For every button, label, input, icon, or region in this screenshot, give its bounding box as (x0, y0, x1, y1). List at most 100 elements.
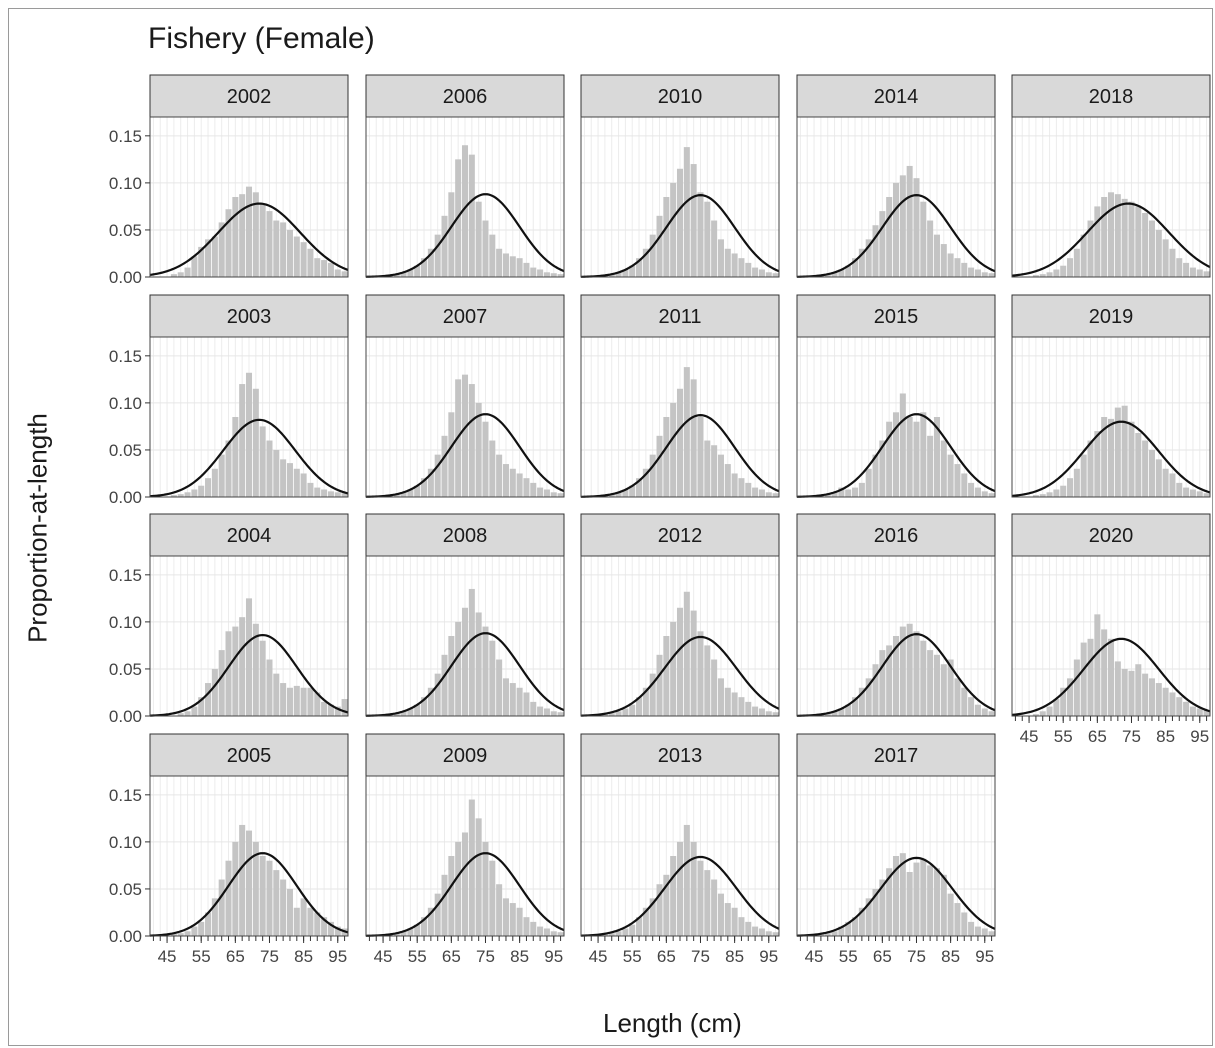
bar-2014-77 (920, 201, 927, 277)
bar-2008-61 (434, 673, 441, 716)
fit-curve-2020 (1011, 637, 1211, 716)
fit-curve-2007 (365, 413, 565, 498)
bar-2006-87 (523, 262, 530, 277)
bar-2006-53 (407, 269, 414, 277)
bar-2005-85 (300, 898, 307, 936)
bar-2011-69 (676, 388, 684, 497)
fit-curve-2003 (149, 418, 349, 498)
bar-2002-79 (280, 222, 287, 277)
bar-2016-63 (872, 664, 879, 716)
bar-2003-49 (177, 494, 184, 497)
facet-panel-2002: 2002 0.00 0.05 0.10 0.15 (109, 74, 349, 287)
bar-2004-95 (334, 706, 341, 716)
bar-2017-95 (981, 928, 988, 936)
bar-2014-79 (927, 220, 934, 277)
bar-2013-89 (745, 921, 752, 936)
bar-2002-61 (218, 222, 225, 277)
bar-2020-85 (1162, 687, 1169, 716)
bar-2009-79 (496, 884, 503, 936)
bar-2020-83 (1155, 683, 1162, 716)
fit-curve-2004 (149, 633, 349, 717)
bar-2012-57 (636, 697, 643, 716)
bar-2008-51 (400, 711, 407, 716)
bar-2009-57 (421, 917, 428, 936)
bar-2012-97 (772, 712, 779, 716)
bar-2010-91 (752, 267, 759, 277)
facet-strip-label: 2010 (658, 86, 703, 108)
bar-2018-85 (1162, 239, 1169, 277)
fit-curve-2016 (796, 633, 996, 717)
bar-2012-85 (731, 692, 738, 716)
bar-2016-65 (879, 650, 886, 716)
bar-2008-91 (537, 706, 544, 716)
bar-2015-89 (961, 473, 968, 497)
bar-2010-55 (629, 265, 636, 277)
bar-2002-65 (232, 197, 239, 277)
bar-2012-83 (724, 687, 731, 716)
chart-title: Fishery (Female) (148, 22, 375, 55)
bar-2005-83 (293, 907, 300, 936)
bar-2004-91 (321, 701, 328, 716)
bar-2016-59 (858, 687, 865, 716)
facet-strip (149, 513, 349, 557)
bar-2020-77 (1135, 664, 1142, 716)
bar-2008-95 (550, 711, 557, 716)
bar-2014-73 (906, 165, 913, 277)
bar-2020-95 (1196, 708, 1203, 716)
bar-2020-97 (1203, 710, 1210, 716)
bar-2020-69 (1107, 638, 1115, 716)
bar-2004-73 (259, 640, 266, 716)
panel-border (365, 116, 565, 278)
bar-2014-91 (968, 267, 975, 277)
bar-2012-67 (670, 621, 677, 716)
bar-2009-81 (502, 898, 509, 936)
facet-strip (796, 294, 996, 338)
bar-2020-71 (1114, 661, 1121, 716)
bar-2012-59 (642, 687, 649, 716)
bar-2007-63 (441, 435, 448, 497)
bar-2019-95 (1196, 491, 1203, 497)
facet-strip (796, 513, 996, 557)
bar-2005-49 (177, 933, 184, 936)
bar-2019-65 (1094, 431, 1101, 497)
bar-2010-71 (683, 147, 690, 277)
bar-2008-71 (468, 588, 475, 716)
bar-2018-47 (1032, 275, 1039, 277)
y-tick-label: 0.10 (109, 613, 142, 632)
bar-2009-73 (475, 818, 482, 936)
bar-2008-53 (407, 708, 414, 716)
x-tick-label: 85 (941, 947, 960, 966)
bar-2007-89 (530, 482, 537, 497)
facet-strip-label: 2015 (874, 306, 919, 328)
bar-2003-89 (314, 487, 321, 497)
facet-panel-2008: 2008 (365, 513, 565, 717)
bar-2007-55 (414, 485, 421, 497)
bar-2011-65 (663, 417, 670, 497)
bar-2011-77 (704, 440, 711, 497)
bar-2009-49 (393, 933, 400, 936)
bar-2010-73 (690, 164, 697, 277)
bar-2011-87 (738, 478, 745, 497)
bar-2018-57 (1067, 258, 1074, 277)
bar-2019-91 (1183, 487, 1190, 497)
facet-strip-label: 2003 (227, 306, 272, 328)
bar-2009-71 (468, 799, 475, 936)
facet-strip-label: 2008 (443, 525, 488, 547)
bar-2008-63 (441, 654, 448, 716)
bar-2018-83 (1155, 229, 1162, 277)
bar-2005-69 (245, 830, 253, 936)
bar-2007-59 (427, 468, 434, 497)
bar-2004-63 (225, 631, 232, 716)
bar-2014-49 (824, 274, 831, 277)
x-tick-label: 45 (589, 947, 608, 966)
x-tick-label: 65 (226, 947, 245, 966)
fit-curve-2005 (149, 852, 349, 937)
panel-border (1011, 336, 1211, 498)
bar-2015-51 (831, 492, 838, 497)
facet-panel-2007: 2007 (365, 294, 565, 498)
bar-2004-85 (300, 687, 307, 716)
bar-2015-63 (872, 454, 879, 497)
y-tick-label: 0.00 (109, 268, 142, 287)
bar-2008-55 (414, 704, 421, 716)
bar-2016-75 (913, 631, 920, 716)
